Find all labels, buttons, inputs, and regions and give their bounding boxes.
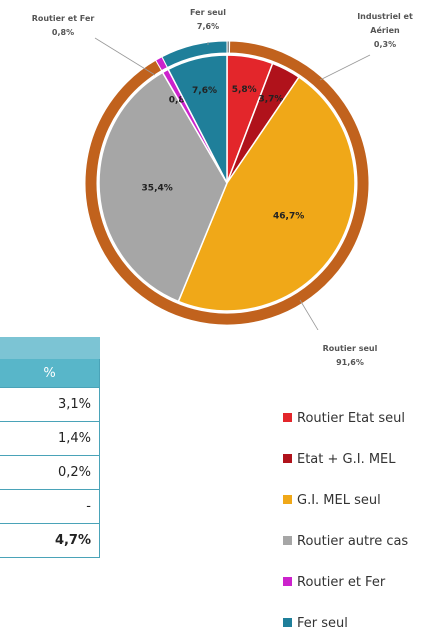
legend-item: Routier et Fer bbox=[283, 575, 385, 590]
pie-slice bbox=[98, 71, 228, 303]
leader-line bbox=[299, 299, 319, 330]
ring-name: Fer seul bbox=[190, 8, 226, 17]
legend-swatch bbox=[283, 413, 292, 422]
table-cell: 3,1% bbox=[0, 387, 100, 422]
table: % 3,1% 1,4% 0,2% -4,7% bbox=[0, 337, 100, 558]
legend-item: Fer seul bbox=[283, 616, 348, 631]
ring-value: 0,3% bbox=[373, 40, 397, 49]
legend-label: Routier et Fer bbox=[297, 575, 386, 590]
ring-name: Routier seul bbox=[322, 344, 378, 353]
legend-label: Fer seul bbox=[297, 616, 348, 631]
legend-item: Etat + G.I. MEL bbox=[283, 452, 396, 467]
slice-label: 5,8% bbox=[232, 85, 257, 95]
legend-item: G.I. MEL seul bbox=[283, 493, 381, 508]
leader-line bbox=[94, 37, 156, 76]
header-cell bbox=[0, 337, 100, 359]
ring-value: 91,6% bbox=[336, 358, 364, 367]
slice-label: 3,7% bbox=[258, 94, 283, 104]
legend-label: Routier autre cas bbox=[297, 534, 409, 549]
table-cell: 1,4% bbox=[0, 421, 100, 456]
legend-swatch bbox=[283, 536, 292, 545]
legend-swatch bbox=[283, 495, 292, 504]
slice-label: 46,7% bbox=[273, 212, 304, 222]
ring-segment bbox=[84, 40, 370, 326]
ring-label: Industriel et Aérien 0,3% bbox=[355, 10, 415, 52]
ring-value: 0,8% bbox=[51, 28, 75, 37]
ring-value: 7,6% bbox=[196, 22, 220, 31]
ring-label: Routier seul 91,6% bbox=[310, 342, 390, 370]
legend-swatch bbox=[283, 618, 292, 627]
ring-label: Fer seul 7,6% bbox=[178, 6, 238, 34]
ring-name: Industriel et Aérien bbox=[357, 12, 413, 35]
slice-label: 7,6% bbox=[192, 86, 217, 96]
legend-item: Routier Etat seul bbox=[283, 411, 405, 426]
legend-label: G.I. MEL seul bbox=[297, 493, 381, 508]
pie-slice bbox=[177, 76, 356, 312]
legend-label: Etat + G.I. MEL bbox=[297, 452, 396, 467]
header-cell: % bbox=[0, 358, 100, 388]
ring-segment bbox=[161, 40, 228, 69]
table-cell: - bbox=[0, 489, 100, 524]
ring-label: Routier et Fer 0,8% bbox=[28, 12, 98, 40]
pie-chart: 5,8%3,7% 46,7% 35,4% 0,8%7,6% bbox=[84, 37, 371, 330]
slice-label: 35,4% bbox=[142, 183, 173, 193]
legend-item: Routier autre cas bbox=[283, 534, 408, 549]
ring-name: Routier et Fer bbox=[31, 14, 95, 23]
pie-slice bbox=[167, 54, 228, 184]
leader-line bbox=[319, 54, 371, 81]
legend-label: Routier Etat seul bbox=[297, 411, 405, 426]
legend-swatch bbox=[283, 454, 292, 463]
table-cell: 4,7% bbox=[0, 523, 100, 558]
table-cell: 0,2% bbox=[0, 455, 100, 490]
legend-swatch bbox=[283, 577, 292, 586]
slice-label: 0,8% bbox=[169, 95, 194, 105]
